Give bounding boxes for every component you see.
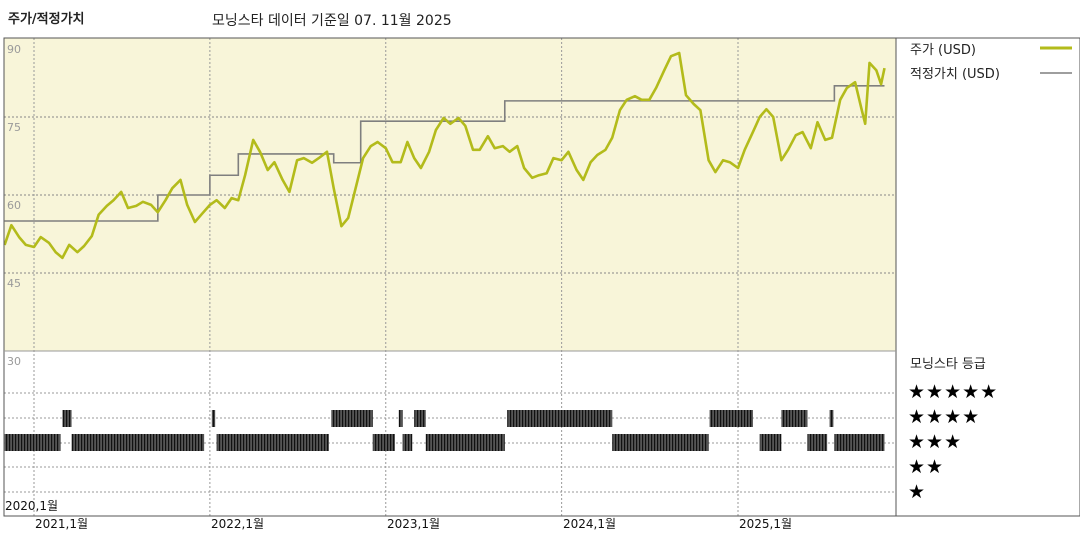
rating-bar-3-star [372, 434, 395, 451]
rating-bar-4-star [829, 410, 834, 427]
rating-bar-4-star [414, 410, 426, 427]
rating-bar-3-star [402, 434, 413, 451]
y-tick-label: 30 [7, 355, 21, 368]
rating-bar-3-star [612, 434, 709, 451]
rating-bar-3-star [807, 434, 828, 451]
x-tick-label: 2025,1월 [739, 517, 792, 531]
rating-bar-4-star [507, 410, 613, 427]
y-tick-label: 75 [7, 121, 21, 134]
rating-bar-3-star [425, 434, 505, 451]
y-tick-label: 60 [7, 199, 21, 212]
rating-bar-3-star [4, 434, 61, 451]
rating-legend-title: 모닝스타 등급 [910, 357, 986, 372]
rating-level-4-stars: ★★★★ [908, 406, 980, 428]
x-tick-label: 2020,1월 [5, 499, 58, 513]
rating-bar-3-star [759, 434, 782, 451]
rating-level-5-stars: ★★★★★ [908, 381, 998, 403]
chart-frame [3, 37, 1080, 517]
rating-bar-4-star [211, 410, 216, 427]
rating-level-2-stars: ★★ [908, 456, 944, 478]
rating-bar-3-star [834, 434, 885, 451]
legend-fair-value-label: 적정가치 (USD) [910, 67, 1000, 82]
x-tick-label: 2022,1월 [211, 517, 264, 531]
price-line [3, 51, 886, 260]
rating-bar-4-star [398, 410, 403, 427]
legend-price-label: 주가 (USD) [910, 43, 976, 58]
chart-title: 주가/적정가치 [8, 12, 85, 27]
data-date-subtitle: 모닝스타 데이터 기준일 07. 11월 2025 [212, 13, 452, 29]
x-tick-label: 2023,1월 [387, 517, 440, 531]
rating-bar-4-star [62, 410, 72, 427]
y-tick-label: 45 [7, 277, 21, 290]
y-tick-label: 90 [7, 43, 21, 56]
rating-bar-4-star [781, 410, 808, 427]
rating-bar-3-star [71, 434, 205, 451]
rating-level-1-stars: ★ [908, 481, 926, 503]
rating-bar-4-star [709, 410, 753, 427]
rating-bar-3-star [216, 434, 329, 451]
rating-level-3-stars: ★★★ [908, 431, 962, 453]
x-tick-label: 2024,1월 [563, 517, 616, 531]
rating-bar-4-star [331, 410, 373, 427]
x-tick-label: 2021,1월 [35, 517, 88, 531]
